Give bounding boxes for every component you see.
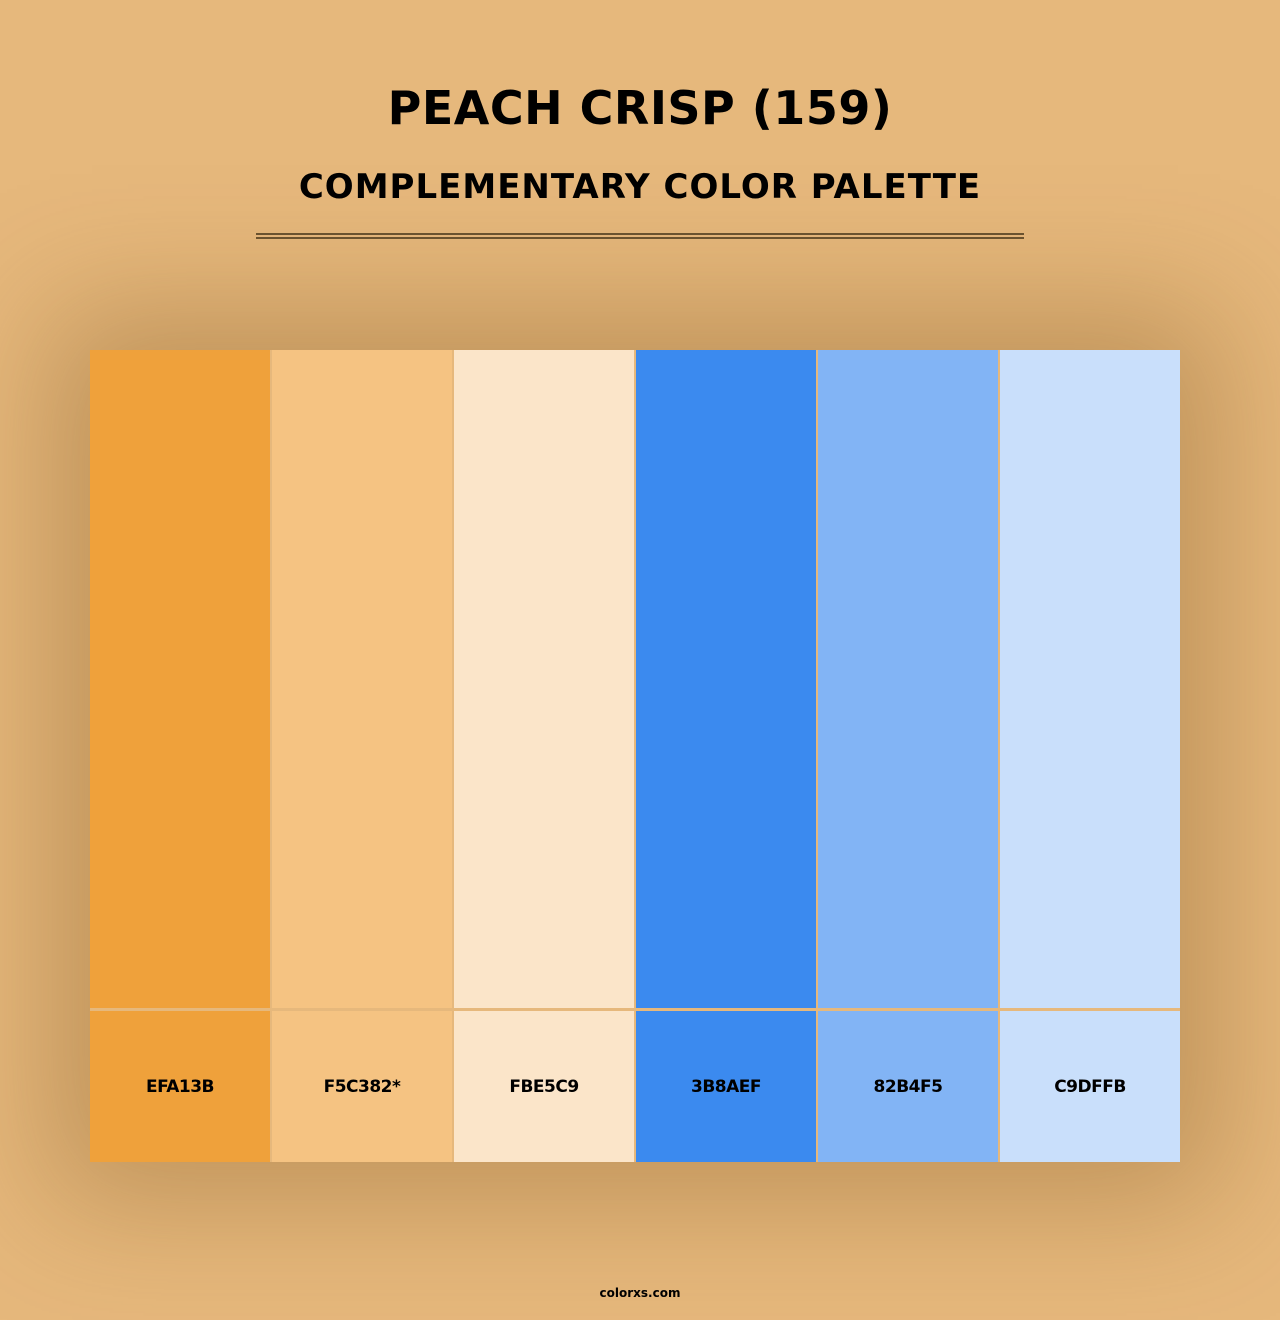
color-swatch-label-area[interactable]: F5C382* — [272, 1011, 452, 1162]
palette-column: C9DFFB — [1000, 350, 1180, 1162]
color-swatch-label-area[interactable]: 3B8AEF — [636, 1011, 816, 1162]
palette-column: 3B8AEF — [636, 350, 816, 1162]
hex-code-label: FBE5C9 — [509, 1076, 579, 1097]
color-swatch[interactable] — [90, 350, 270, 1008]
color-swatch-label-area[interactable]: 82B4F5 — [818, 1011, 998, 1162]
hex-code-label: C9DFFB — [1054, 1076, 1126, 1097]
color-swatch[interactable] — [1000, 350, 1180, 1008]
palette-column: EFA13B — [90, 350, 270, 1162]
title-divider-line — [256, 233, 1024, 235]
page-title: PEACH CRISP (159) — [387, 81, 893, 135]
page-subtitle: COMPLEMENTARY COLOR PALETTE — [298, 167, 982, 207]
palette-column: 82B4F5 — [818, 350, 998, 1162]
color-swatch-label-area[interactable]: C9DFFB — [1000, 1011, 1180, 1162]
color-swatch[interactable] — [818, 350, 998, 1008]
hex-code-label: EFA13B — [145, 1076, 215, 1097]
color-swatch-label-area[interactable]: EFA13B — [90, 1011, 270, 1162]
hex-code-label: 82B4F5 — [873, 1076, 943, 1097]
site-footer-link[interactable]: colorxs.com — [599, 1286, 681, 1300]
color-swatch[interactable] — [454, 350, 634, 1008]
color-palette: EFA13B F5C382* FBE5C9 3B8AEF 82B4F5 C9DF… — [90, 350, 1180, 1162]
palette-column: FBE5C9 — [454, 350, 634, 1162]
color-swatch-label-area[interactable]: FBE5C9 — [454, 1011, 634, 1162]
hex-code-label: F5C382* — [323, 1076, 401, 1097]
title-divider-line-second — [256, 237, 1024, 239]
hex-code-label: 3B8AEF — [691, 1076, 762, 1097]
palette-column: F5C382* — [272, 350, 452, 1162]
color-swatch[interactable] — [636, 350, 816, 1008]
color-swatch[interactable] — [272, 350, 452, 1008]
